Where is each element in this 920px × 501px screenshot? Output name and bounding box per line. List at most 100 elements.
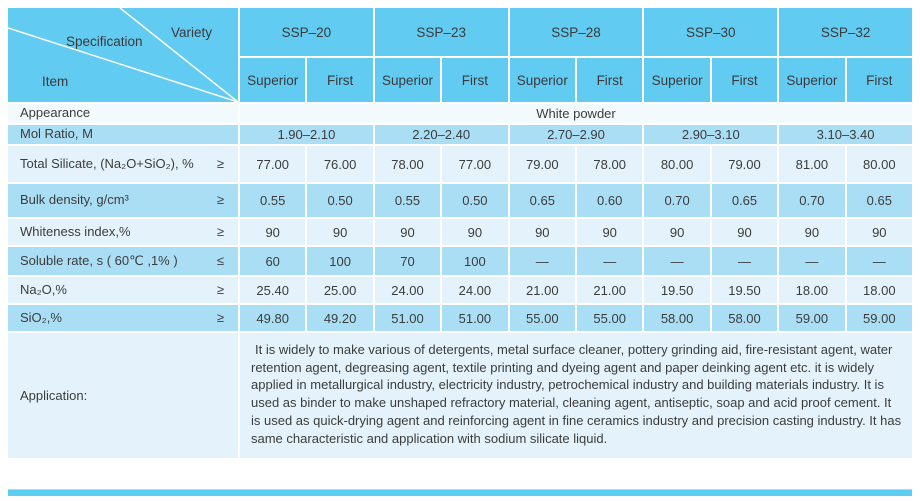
comparison-operator: ≥ bbox=[216, 281, 224, 297]
spec-value: 21.00 bbox=[577, 277, 643, 303]
merged-value-appearance: White powder bbox=[240, 104, 912, 123]
grade-header: First bbox=[307, 58, 373, 102]
row-label-text: Mol Ratio, M bbox=[20, 126, 93, 142]
spec-value: 59.00 bbox=[846, 305, 912, 331]
grade-header: First bbox=[442, 58, 508, 102]
spec-value: 81.00 bbox=[779, 146, 845, 182]
comparison-operator: ≥ bbox=[216, 192, 224, 208]
row-label-text: Na₂O,% bbox=[20, 281, 67, 297]
spec-value: 25.00 bbox=[307, 277, 373, 303]
diagonal-lines bbox=[8, 8, 238, 102]
product-header: SSP–28 bbox=[509, 8, 643, 56]
spec-value: 55.00 bbox=[509, 305, 575, 331]
spec-value: 58.00 bbox=[711, 305, 778, 331]
grade-header: First bbox=[846, 58, 912, 102]
spec-value: 19.50 bbox=[644, 277, 710, 303]
row-label-sio2: SiO₂,% ≥ bbox=[8, 305, 238, 331]
spec-value: 25.40 bbox=[240, 277, 306, 303]
spec-value: 79.00 bbox=[509, 146, 575, 182]
spec-table: Specification Variety Item Application: … bbox=[8, 8, 912, 458]
row-label-text: Whiteness index,% bbox=[20, 223, 131, 239]
row-label-text: Bulk density, g/cm³ bbox=[20, 192, 129, 208]
spec-value: 100 bbox=[307, 247, 373, 275]
application-label: Application: bbox=[20, 388, 88, 403]
spec-value: — bbox=[577, 247, 643, 275]
comparison-operator: ≥ bbox=[216, 155, 224, 171]
spec-value: 90 bbox=[307, 219, 373, 245]
product-header: SSP–20 bbox=[240, 8, 373, 56]
corner-label-item: Item bbox=[42, 74, 69, 89]
spec-value: 49.80 bbox=[240, 305, 306, 331]
product-header: SSP–23 bbox=[374, 8, 508, 56]
spec-value: 90 bbox=[711, 219, 778, 245]
row-label-soluble-rate: Soluble rate, s ( 60℃ ,1% ) ≤ bbox=[8, 247, 238, 275]
spec-value: 55.00 bbox=[577, 305, 643, 331]
row-label-na2o: Na₂O,% ≥ bbox=[8, 277, 238, 303]
grade-header: Superior bbox=[374, 58, 441, 102]
bottom-accent-bar bbox=[8, 489, 912, 496]
pair-value: 2.70–2.90 bbox=[509, 125, 643, 144]
grade-header: Superior bbox=[779, 58, 845, 102]
spec-value: 70 bbox=[374, 247, 441, 275]
row-label-total-silicate: Total Silicate, (Na₂O+SiO₂), % ≥ bbox=[8, 146, 238, 182]
application-text: It is widely to make various of detergen… bbox=[251, 342, 902, 446]
spec-value: 0.65 bbox=[711, 184, 778, 217]
product-header: SSP–30 bbox=[644, 8, 778, 56]
spec-value: — bbox=[509, 247, 575, 275]
spec-value: 77.00 bbox=[240, 146, 306, 182]
spec-value: 80.00 bbox=[846, 146, 912, 182]
spec-value: 90 bbox=[442, 219, 508, 245]
row-label-text: Soluble rate, s ( 60℃ ,1% ) bbox=[20, 252, 178, 268]
row-label-text: Total Silicate, (Na₂O+SiO₂), % bbox=[20, 155, 194, 171]
spec-value: 80.00 bbox=[644, 146, 710, 182]
row-label-text: SiO₂,% bbox=[20, 309, 62, 325]
pair-value: 2.20–2.40 bbox=[374, 125, 508, 144]
spec-value: — bbox=[644, 247, 710, 275]
spec-value: 0.70 bbox=[644, 184, 710, 217]
row-label-mol-ratio: Mol Ratio, M bbox=[8, 125, 238, 144]
spec-value: 0.65 bbox=[846, 184, 912, 217]
pair-value: 1.90–2.10 bbox=[240, 125, 373, 144]
spec-value: 0.65 bbox=[509, 184, 575, 217]
row-label-appearance: Appearance bbox=[8, 104, 238, 123]
spec-value: 90 bbox=[577, 219, 643, 245]
corner-header-cell: Specification Variety Item bbox=[8, 8, 238, 102]
spec-value: 90 bbox=[846, 219, 912, 245]
spec-value: 77.00 bbox=[442, 146, 508, 182]
pair-value: 2.90–3.10 bbox=[644, 125, 778, 144]
grade-header: First bbox=[577, 58, 643, 102]
corner-label-specification: Specification bbox=[66, 34, 143, 49]
application-text-cell: It is widely to make various of detergen… bbox=[240, 333, 912, 458]
spec-value: — bbox=[711, 247, 778, 275]
spec-value: 51.00 bbox=[374, 305, 441, 331]
spec-value: 78.00 bbox=[374, 146, 441, 182]
spec-value: 18.00 bbox=[846, 277, 912, 303]
row-label-text: Appearance bbox=[20, 105, 91, 121]
row-label-bulk-density: Bulk density, g/cm³ ≥ bbox=[8, 184, 238, 217]
spec-value: 90 bbox=[779, 219, 845, 245]
spec-value: — bbox=[779, 247, 845, 275]
spec-value: 0.55 bbox=[240, 184, 306, 217]
spec-value: 76.00 bbox=[307, 146, 373, 182]
spec-value: 78.00 bbox=[577, 146, 643, 182]
application-label-cell: Application: bbox=[8, 333, 238, 458]
comparison-operator: ≤ bbox=[216, 252, 224, 268]
grade-header: Superior bbox=[644, 58, 710, 102]
spec-value: 90 bbox=[240, 219, 306, 245]
comparison-operator: ≥ bbox=[216, 309, 224, 325]
product-header: SSP–32 bbox=[779, 8, 912, 56]
spec-value: 0.55 bbox=[374, 184, 441, 217]
corner-label-variety: Variety bbox=[171, 25, 213, 40]
spec-value: 49.20 bbox=[307, 305, 373, 331]
spec-value: 59.00 bbox=[779, 305, 845, 331]
spec-value: 58.00 bbox=[644, 305, 710, 331]
spec-value: 51.00 bbox=[442, 305, 508, 331]
spec-value: 0.50 bbox=[307, 184, 373, 217]
spec-value: 100 bbox=[442, 247, 508, 275]
grade-header: Superior bbox=[240, 58, 306, 102]
grade-header: First bbox=[711, 58, 778, 102]
pair-value: 3.10–3.40 bbox=[779, 125, 912, 144]
row-label-whiteness-index: Whiteness index,% ≥ bbox=[8, 219, 238, 245]
grade-header: Superior bbox=[509, 58, 575, 102]
